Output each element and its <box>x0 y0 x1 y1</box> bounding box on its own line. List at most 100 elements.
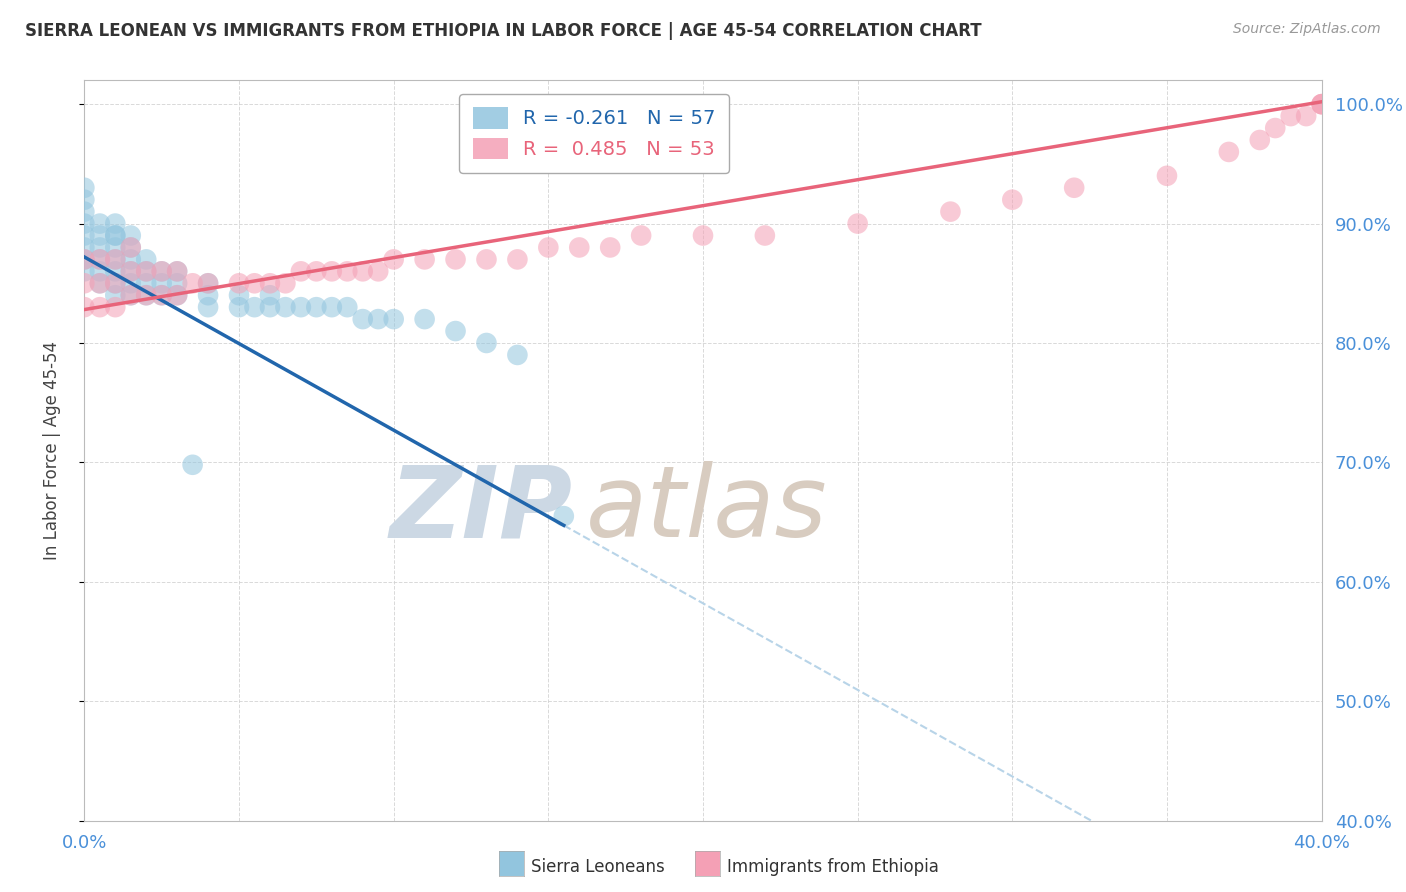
Point <box>104 277 127 291</box>
Point <box>259 288 281 302</box>
Point <box>197 300 219 314</box>
Point <box>73 228 96 243</box>
Point <box>444 324 467 338</box>
Point <box>135 288 157 302</box>
Point <box>104 300 127 314</box>
Point <box>104 252 127 267</box>
Point <box>73 300 96 314</box>
Point <box>166 264 188 278</box>
Point <box>73 264 96 278</box>
Point <box>197 277 219 291</box>
Point <box>181 277 204 291</box>
Point <box>89 228 111 243</box>
Point <box>444 252 467 267</box>
Point <box>89 252 111 267</box>
Point <box>150 288 173 302</box>
Text: Sierra Leoneans: Sierra Leoneans <box>531 858 665 876</box>
Point <box>352 264 374 278</box>
Point <box>1218 145 1240 159</box>
Point <box>120 240 142 254</box>
Point <box>259 277 281 291</box>
Point <box>506 348 529 362</box>
Point <box>1295 109 1317 123</box>
Point <box>305 264 328 278</box>
Point <box>274 300 297 314</box>
Point <box>89 277 111 291</box>
Point <box>197 277 219 291</box>
Point <box>73 204 96 219</box>
Point <box>135 252 157 267</box>
Point <box>259 300 281 314</box>
Point <box>89 240 111 254</box>
Point <box>367 312 389 326</box>
Point <box>382 312 405 326</box>
Point <box>692 228 714 243</box>
Point <box>120 264 142 278</box>
Point <box>228 288 250 302</box>
Point <box>166 277 188 291</box>
Y-axis label: In Labor Force | Age 45-54: In Labor Force | Age 45-54 <box>42 341 60 560</box>
Point <box>89 277 111 291</box>
Point <box>120 240 142 254</box>
Point <box>166 288 188 302</box>
Point <box>150 264 173 278</box>
Point <box>73 240 96 254</box>
Point <box>243 277 266 291</box>
Point <box>120 277 142 291</box>
Point <box>73 277 96 291</box>
Point <box>181 458 204 472</box>
Point <box>120 288 142 302</box>
Point <box>120 228 142 243</box>
Point <box>939 204 962 219</box>
Point <box>89 217 111 231</box>
Point <box>367 264 389 278</box>
Point <box>290 264 312 278</box>
Point <box>166 264 188 278</box>
Point <box>197 288 219 302</box>
Point <box>290 300 312 314</box>
Point <box>630 228 652 243</box>
Point <box>475 336 498 351</box>
Point <box>104 264 127 278</box>
Point <box>1310 97 1333 112</box>
Point <box>1156 169 1178 183</box>
Point <box>1063 180 1085 194</box>
Point <box>553 509 575 524</box>
Point <box>73 252 96 267</box>
Point <box>120 252 142 267</box>
Point <box>1249 133 1271 147</box>
Point <box>506 252 529 267</box>
Point <box>568 240 591 254</box>
Text: atlas: atlas <box>585 461 827 558</box>
Point <box>73 180 96 194</box>
Point <box>274 277 297 291</box>
Point <box>89 252 111 267</box>
Point <box>352 312 374 326</box>
Point <box>120 264 142 278</box>
Point <box>104 228 127 243</box>
Point <box>1264 121 1286 136</box>
Point <box>382 252 405 267</box>
Point <box>73 252 96 267</box>
Point <box>321 264 343 278</box>
Text: ZIP: ZIP <box>389 461 574 558</box>
Point <box>336 264 359 278</box>
Point <box>1310 97 1333 112</box>
Point <box>104 277 127 291</box>
Point <box>321 300 343 314</box>
Point <box>135 264 157 278</box>
Point <box>243 300 266 314</box>
Point <box>89 300 111 314</box>
Point <box>150 277 173 291</box>
Point <box>104 288 127 302</box>
Point <box>1279 109 1302 123</box>
Point <box>166 288 188 302</box>
Point <box>73 217 96 231</box>
Point <box>754 228 776 243</box>
Point <box>150 264 173 278</box>
Point <box>135 264 157 278</box>
Point <box>475 252 498 267</box>
Point <box>1001 193 1024 207</box>
Point <box>336 300 359 314</box>
Point <box>413 312 436 326</box>
